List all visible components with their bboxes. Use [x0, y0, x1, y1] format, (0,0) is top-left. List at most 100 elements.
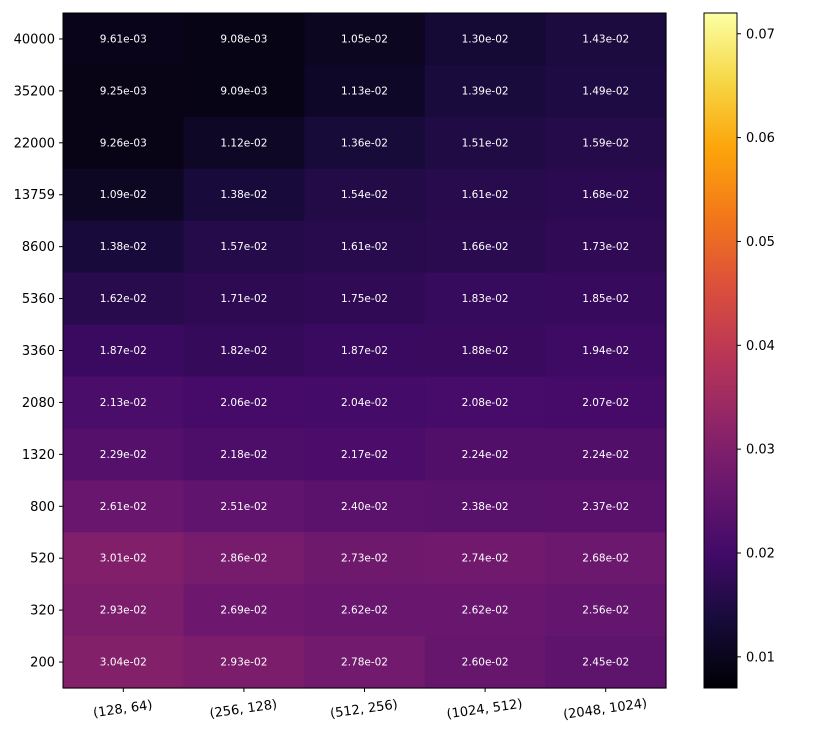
- heatmap-cell: [183, 13, 305, 66]
- cell-value-label: 2.51e-02: [220, 501, 267, 513]
- cell-value-label: 1.09e-02: [100, 189, 147, 201]
- y-tick-label: 5360: [22, 292, 55, 307]
- heatmap-cell: [304, 272, 426, 326]
- cell-value-label: 9.08e-03: [220, 33, 267, 45]
- cell-value-label: 2.13e-02: [100, 397, 147, 409]
- cell-value-label: 1.36e-02: [341, 137, 388, 149]
- y-tick-label: 3360: [22, 344, 55, 359]
- heatmap-cell: [304, 116, 426, 170]
- y-tick-label: 800: [30, 500, 55, 515]
- heatmap-cell: [304, 428, 426, 481]
- cell-value-label: 2.37e-02: [582, 501, 629, 513]
- colorbar-tick-label: 0.02: [746, 547, 775, 562]
- heatmap-cell: [183, 636, 305, 689]
- heatmap-cell: [63, 428, 185, 481]
- heatmap-cell: [424, 584, 546, 637]
- cell-value-label: 2.17e-02: [341, 449, 388, 461]
- cell-value-label: 3.04e-02: [100, 657, 147, 669]
- heatmap-cell: [183, 480, 305, 533]
- heatmap-cell: [424, 64, 546, 118]
- y-axis: 40000 35200 22000 13759 8600 5360 3360 2080 1320…: [14, 32, 63, 671]
- cell-value-label: 2.04e-02: [341, 397, 388, 409]
- cell-value-label: 2.78e-02: [341, 657, 388, 669]
- cell-value-label: 1.43e-02: [582, 33, 629, 45]
- cell-value-label: 2.56e-02: [582, 605, 629, 617]
- cell-value-label: 1.12e-02: [220, 137, 267, 149]
- cell-value-label: 1.13e-02: [341, 85, 388, 97]
- heatmap-cell: [545, 584, 667, 637]
- heatmap-cell: [183, 584, 305, 637]
- cell-value-label: 1.85e-02: [582, 293, 629, 305]
- heatmap-cells: [63, 13, 667, 689]
- heatmap-cell: [63, 480, 185, 533]
- heatmap-cell: [545, 324, 667, 378]
- cell-value-label: 9.09e-03: [220, 85, 267, 97]
- heatmap-cell: [304, 13, 426, 66]
- heatmap-cell: [545, 220, 667, 274]
- heatmap-cell: [183, 220, 305, 274]
- cell-value-label: 3.01e-02: [100, 553, 147, 565]
- heatmap-cell: [545, 64, 667, 118]
- y-tick-label: 2080: [22, 396, 55, 411]
- colorbar-tick-label: 0.03: [746, 443, 775, 458]
- cell-value-label: 1.30e-02: [462, 33, 509, 45]
- y-tick-label: 40000: [14, 32, 55, 47]
- heatmap-cell: [183, 324, 305, 378]
- heatmap-cell: [63, 532, 185, 585]
- cell-value-label: 1.05e-02: [341, 33, 388, 45]
- cell-value-label: 1.87e-02: [341, 345, 388, 357]
- cell-value-label: 1.73e-02: [582, 241, 629, 253]
- heatmap-cell: [183, 532, 305, 585]
- y-tick-label: 22000: [14, 136, 55, 151]
- x-tick-label: (256, 128): [209, 697, 278, 721]
- cell-value-label: 2.93e-02: [220, 657, 267, 669]
- heatmap-cell: [545, 428, 667, 481]
- cell-value-label: 1.38e-02: [220, 189, 267, 201]
- heatmap-cell: [545, 116, 667, 170]
- cell-value-label: 1.71e-02: [220, 293, 267, 305]
- colorbar-tick-label: 0.01: [746, 650, 775, 665]
- cell-value-label: 2.62e-02: [462, 605, 509, 617]
- cell-value-label: 2.29e-02: [100, 449, 147, 461]
- cell-value-label: 1.39e-02: [462, 85, 509, 97]
- heatmap-cell: [304, 584, 426, 637]
- x-tick-label: (2048, 1024): [562, 696, 648, 723]
- heatmap-cell: [545, 636, 667, 689]
- cell-value-label: 1.62e-02: [100, 293, 147, 305]
- cell-value-label: 2.61e-02: [100, 501, 147, 513]
- heatmap-cell: [424, 376, 546, 429]
- cell-value-label: 2.24e-02: [582, 449, 629, 461]
- heatmap-cell: [63, 272, 185, 326]
- y-tick-label: 8600: [22, 240, 55, 255]
- heatmap-cell: [63, 376, 185, 429]
- heatmap-cell: [424, 428, 546, 481]
- heatmap-cell: [304, 636, 426, 689]
- heatmap-cell: [183, 428, 305, 481]
- cell-value-label: 2.07e-02: [582, 397, 629, 409]
- heatmap-cell: [63, 116, 185, 170]
- heatmap-cell: [183, 376, 305, 429]
- cell-value-label: 2.69e-02: [220, 605, 267, 617]
- heatmap-cell: [304, 324, 426, 378]
- cell-value-label: 1.88e-02: [462, 345, 509, 357]
- heatmap-cell: [63, 13, 185, 66]
- x-axis: (128, 64) (256, 128) (512, 256) (1024, 512)…: [92, 688, 648, 723]
- heatmap-cell: [545, 376, 667, 429]
- cell-value-label: 1.94e-02: [582, 345, 629, 357]
- cell-value-label: 2.45e-02: [582, 657, 629, 669]
- cell-value-label: 2.93e-02: [100, 605, 147, 617]
- heatmap-cell: [183, 168, 305, 222]
- cell-value-label: 1.54e-02: [341, 189, 388, 201]
- cell-value-label: 9.25e-03: [100, 85, 147, 97]
- cell-value-label: 2.60e-02: [462, 657, 509, 669]
- cell-value-labels: 9.61e-03 9.08e-03 1.05e-02 1.30e-02 1.43e-02…: [100, 33, 629, 668]
- cell-value-label: 9.61e-03: [100, 33, 147, 45]
- heatmap-cell: [424, 480, 546, 533]
- y-tick-label: 35200: [14, 84, 55, 99]
- cell-value-label: 1.57e-02: [220, 241, 267, 253]
- heatmap-cell: [63, 324, 185, 378]
- cell-value-label: 2.08e-02: [462, 397, 509, 409]
- cell-value-label: 2.40e-02: [341, 501, 388, 513]
